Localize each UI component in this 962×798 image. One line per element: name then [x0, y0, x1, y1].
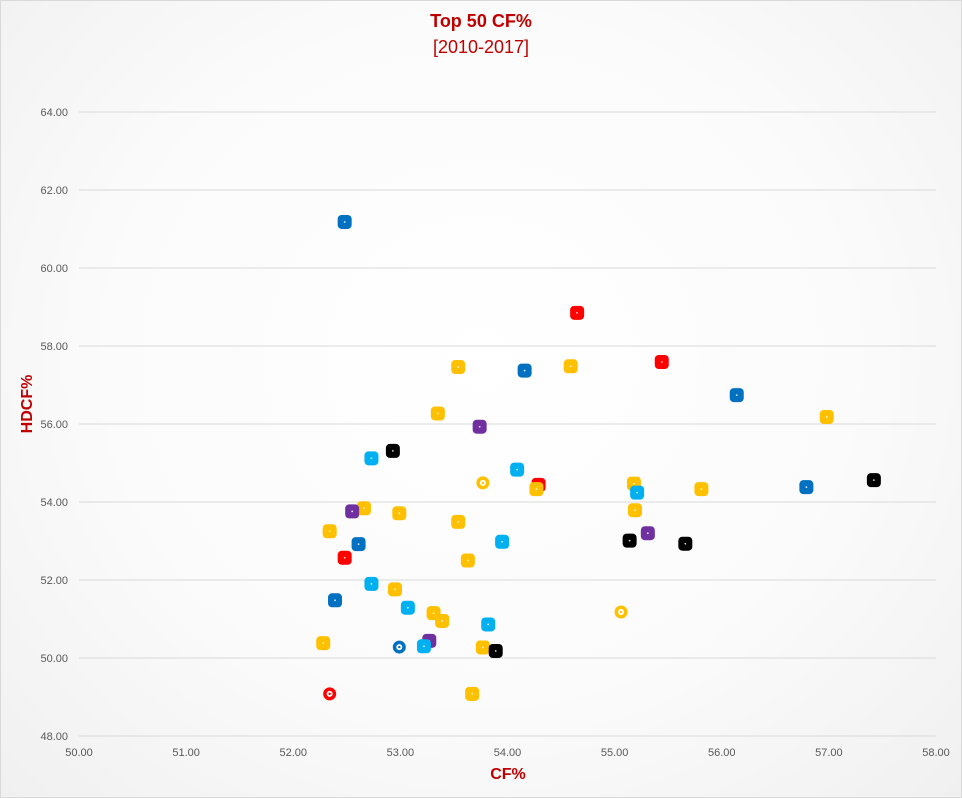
data-point — [819, 409, 834, 424]
data-points — [316, 214, 881, 701]
data-point — [694, 482, 709, 497]
data-point — [460, 553, 475, 568]
y-tick-label: 56.00 — [40, 419, 68, 431]
data-point — [510, 462, 525, 477]
data-point — [356, 501, 371, 516]
data-point — [563, 359, 578, 374]
data-point — [316, 636, 331, 651]
x-tick-label: 53.00 — [387, 747, 415, 759]
chart-title: Top 50 CF% — [430, 11, 532, 31]
y-tick-label: 48.00 — [40, 731, 68, 743]
x-tick-label: 51.00 — [172, 747, 200, 759]
data-point — [351, 537, 366, 552]
y-tick-label: 50.00 — [40, 653, 68, 665]
data-point — [345, 504, 360, 519]
data-point — [517, 363, 532, 378]
data-point — [678, 536, 693, 551]
data-point — [364, 576, 379, 591]
data-point — [866, 473, 881, 488]
data-point — [622, 533, 637, 548]
data-point — [529, 482, 544, 497]
y-tick-label: 64.00 — [40, 107, 68, 119]
data-point — [481, 617, 496, 632]
chart-subtitle: [2010-2017] — [433, 37, 529, 57]
y-axis-ticks: 48.00 50.00 52.00 54.00 56.00 58.00 60.00 62.00… — [40, 107, 68, 743]
data-point — [392, 640, 406, 654]
data-point — [488, 643, 503, 658]
data-point — [627, 503, 642, 518]
data-point — [640, 526, 655, 541]
data-point — [799, 480, 814, 495]
data-point — [476, 476, 490, 490]
data-point — [729, 388, 744, 403]
data-point — [570, 305, 585, 320]
data-point — [630, 485, 645, 500]
data-point — [392, 506, 407, 521]
x-tick-label: 58.00 — [922, 747, 950, 759]
y-tick-label: 54.00 — [40, 497, 68, 509]
data-point — [654, 354, 669, 369]
data-point — [364, 451, 379, 466]
data-point — [400, 600, 415, 615]
x-tick-label: 52.00 — [279, 747, 307, 759]
x-tick-label: 54.00 — [494, 747, 522, 759]
x-tick-label: 55.00 — [601, 747, 629, 759]
data-point — [472, 419, 487, 434]
data-point — [337, 550, 352, 565]
data-point — [385, 443, 400, 458]
data-point — [451, 514, 466, 529]
x-tick-label: 56.00 — [708, 747, 736, 759]
data-point — [416, 639, 431, 654]
data-point — [430, 406, 445, 421]
data-point — [322, 524, 337, 539]
y-tick-label: 60.00 — [40, 263, 68, 275]
data-point — [475, 640, 490, 655]
data-point — [323, 687, 337, 701]
data-point — [388, 582, 403, 597]
data-point — [614, 605, 628, 619]
x-tick-label: 50.00 — [65, 747, 93, 759]
x-tick-label: 57.00 — [815, 747, 843, 759]
y-axis-title: HDCF% — [19, 375, 36, 434]
y-tick-label: 58.00 — [40, 341, 68, 353]
y-tick-label: 52.00 — [40, 575, 68, 587]
data-point — [328, 593, 343, 608]
data-point — [495, 534, 510, 549]
x-axis-title: CF% — [490, 766, 526, 783]
data-point — [465, 686, 480, 701]
data-point — [451, 360, 466, 375]
data-point — [435, 613, 450, 628]
x-axis-ticks: 50.00 51.00 52.00 53.00 54.00 55.00 56.00 57.00… — [65, 747, 950, 759]
gridlines — [79, 111, 936, 737]
data-point — [337, 214, 352, 229]
y-tick-label: 62.00 — [40, 185, 68, 197]
